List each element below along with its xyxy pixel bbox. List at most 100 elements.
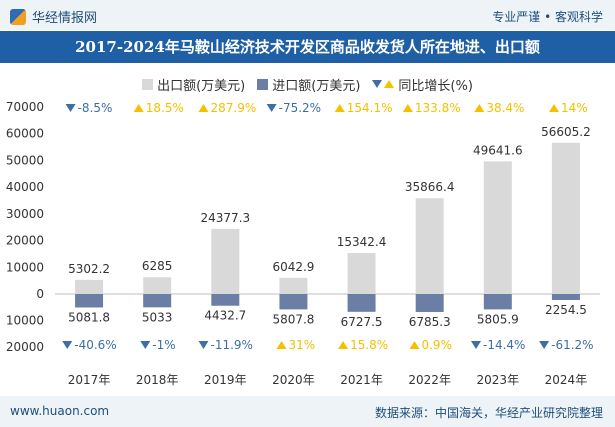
export-bar [483, 161, 512, 294]
export-value-label: 5302.2 [68, 262, 110, 276]
import-value-label: 4432.7 [204, 309, 246, 323]
import-growth-label: 0.9% [421, 338, 452, 352]
legend-import: 进口额(万美元) [257, 75, 360, 94]
up-triangle-icon [338, 341, 349, 349]
up-triangle-icon [549, 104, 560, 112]
export-bar [551, 142, 580, 294]
chart-title: 2017-2024年马鞍山经济技术开发区商品收发货人所在地进、出口额 [0, 31, 615, 63]
import-bar [75, 294, 104, 308]
x-tick-label: 2024年 [545, 373, 588, 387]
footer-website[interactable]: www.huaon.com [10, 404, 110, 418]
export-value-label: 15342.4 [337, 235, 387, 249]
export-value-label: 6042.9 [272, 260, 314, 274]
export-bar [347, 253, 376, 294]
y-tick-label: 50000 [6, 153, 44, 167]
export-growth-label: 38.4% [486, 101, 524, 115]
export-bar [415, 198, 444, 294]
import-growth-label: 31% [289, 338, 316, 352]
import-bar [415, 294, 444, 312]
down-triangle-icon [266, 104, 277, 112]
legend-export: 出口额(万美元) [142, 75, 245, 94]
export-value-label: 35866.4 [405, 180, 455, 194]
import-growth-label: -1% [152, 338, 175, 352]
legend-import-swatch [257, 78, 269, 90]
legend-down-triangle-icon [372, 80, 383, 88]
down-triangle-icon [198, 341, 209, 349]
y-tick-label: 20000 [6, 234, 44, 248]
y-tick-label: 60000 [6, 127, 44, 141]
import-bar [143, 294, 172, 308]
y-tick-label: 10000 [6, 260, 44, 274]
y-tick-label: 20000 [6, 340, 44, 354]
import-value-label: 2254.5 [545, 303, 587, 317]
chart-legend: 出口额(万美元) 进口额(万美元) 同比增长(%) [0, 74, 615, 94]
export-value-label: 24377.3 [201, 211, 251, 225]
down-triangle-icon [65, 104, 76, 112]
import-bar [551, 294, 580, 300]
tagline: 专业严谨 • 客观科学 [492, 10, 603, 24]
x-tick-label: 2020年 [272, 373, 315, 387]
export-value-label: 49641.6 [473, 143, 523, 157]
export-value-label: 6285 [142, 259, 173, 273]
import-growth-label: 15.8% [350, 338, 388, 352]
x-axis: 2017年 2018年 2019年 2020年 2021年 2022年 2023年 2024年 [68, 373, 587, 387]
footer: www.huaon.com 数据来源：中国海关，华经产业研究院整理 [0, 396, 615, 427]
up-triangle-icon [198, 104, 209, 112]
export-bar [143, 277, 172, 294]
export-growth-label: 133.8% [415, 101, 461, 115]
import-value-label: 5805.9 [477, 312, 519, 326]
down-triangle-icon [62, 341, 73, 349]
import-value-label: 5033 [142, 310, 173, 324]
import-value-label: 5081.8 [68, 310, 110, 324]
export-bar [211, 228, 240, 294]
down-triangle-icon [140, 341, 151, 349]
up-triangle-icon [409, 341, 420, 349]
legend-growth: 同比增长(%) [372, 75, 473, 94]
x-tick-label: 2022年 [408, 373, 451, 387]
export-bar [75, 279, 104, 294]
legend-export-swatch [142, 78, 154, 90]
huajing-logo-icon [10, 8, 26, 25]
export-growth-label: -75.2% [279, 101, 321, 115]
import-bar [483, 294, 512, 310]
legend-import-label: 进口额(万美元) [272, 78, 361, 94]
import-bar [279, 294, 308, 310]
up-triangle-icon [276, 341, 287, 349]
import-bar [211, 294, 240, 306]
up-triangle-icon [402, 104, 413, 112]
import-value-label: 6785.3 [409, 315, 451, 329]
x-tick-label: 2017年 [68, 373, 111, 387]
import-value-label: 6727.5 [341, 315, 383, 329]
data-labels: 5302.2 5081.8 6285 5033 24377.3 4432.7 6042.9 5… [68, 125, 591, 329]
import-growth-label: -40.6% [74, 338, 116, 352]
import-bar [347, 294, 376, 312]
y-axis: 70000 60000 50000 40000 30000 20000 10000 0 1000… [6, 100, 600, 354]
export-growth-label: 287.9% [211, 101, 257, 115]
bars [75, 142, 580, 312]
y-tick-label: 40000 [6, 180, 44, 194]
brand-name: 华经情报网 [32, 11, 98, 26]
up-triangle-icon [334, 104, 345, 112]
footer-source: 数据来源：中国海关，华经产业研究院整理 [374, 406, 603, 420]
top-bar: 华经情报网 专业严谨 • 客观科学 [0, 0, 615, 30]
x-tick-label: 2019年 [204, 373, 247, 387]
brand[interactable]: 华经情报网 [10, 7, 97, 26]
y-tick-label: 10000 [6, 314, 44, 328]
down-triangle-icon [471, 341, 482, 349]
import-value-label: 5807.8 [272, 312, 314, 326]
y-tick-label: 30000 [6, 207, 44, 221]
chart-plot: 70000 60000 50000 40000 30000 20000 10000 0 1000… [6, 100, 600, 387]
x-tick-label: 2023年 [477, 373, 520, 387]
y-tick-label: 0 [36, 287, 44, 301]
growth-labels: -8.5% -40.6% 18.5% -1% 287.9% -11.9% -75.2% 31%… [62, 101, 594, 352]
import-growth-label: -11.9% [211, 338, 253, 352]
export-growth-label: 18.5% [146, 101, 184, 115]
down-triangle-icon [539, 341, 550, 349]
import-growth-label: -14.4% [483, 338, 525, 352]
legend-export-label: 出口额(万美元) [157, 78, 246, 94]
export-value-label: 56605.2 [541, 125, 591, 139]
import-growth-label: -61.2% [551, 338, 593, 352]
x-tick-label: 2018年 [136, 373, 179, 387]
y-tick-label: 70000 [6, 100, 44, 114]
legend-growth-label: 同比增长(%) [398, 78, 473, 94]
